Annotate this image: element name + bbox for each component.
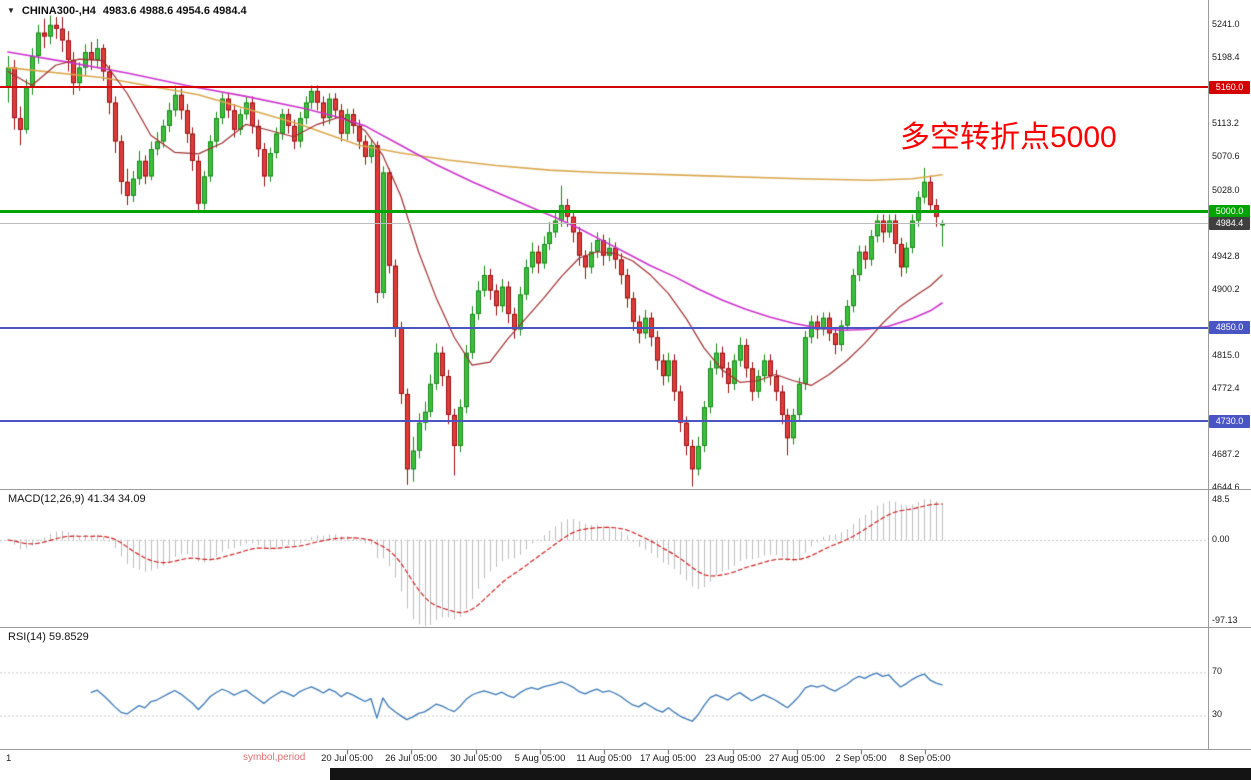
rsi-title: RSI(14) 59.8529 xyxy=(8,631,89,643)
macd-axis-label-min: -97.13 xyxy=(1212,615,1238,625)
symbol-period-label: CHINA300-,H4 xyxy=(21,5,96,17)
time-axis-label: 5 Aug 05:00 xyxy=(514,753,566,764)
time-axis-label: 27 Aug 05:00 xyxy=(769,753,825,764)
level-badge-5000.0: 5000.0 xyxy=(1209,205,1250,218)
chart-title: ▼ CHINA300-,H4 4983.6 4988.6 4954.6 4984… xyxy=(7,5,247,17)
chart-symbol-icon: ▼ xyxy=(7,5,15,15)
level-badge-5160.0: 5160.0 xyxy=(1209,81,1250,94)
level-line-5000.0[interactable] xyxy=(0,210,1208,213)
separator-main-macd[interactable] xyxy=(0,489,1251,490)
annotation-text[interactable]: 多空转折点5000 xyxy=(900,121,1117,154)
time-axis-label: 20 Jul 05:00 xyxy=(321,753,373,764)
price-axis-label: 5070.6 xyxy=(1212,151,1240,161)
macd-title: MACD(12,26,9) 41.34 34.09 xyxy=(8,493,146,505)
price-axis-label: 4900.2 xyxy=(1212,284,1240,294)
price-axis-label: 4644.6 xyxy=(1212,482,1240,492)
level-line-4850.0[interactable] xyxy=(0,327,1208,329)
rsi-axis-label-30: 30 xyxy=(1212,709,1223,719)
separator-macd-rsi[interactable] xyxy=(0,627,1251,628)
level-line-5160.0[interactable] xyxy=(0,86,1208,88)
separator-time-axis xyxy=(0,749,1251,750)
current-price-badge: 4984.4 xyxy=(1209,217,1250,230)
time-axis-label: 17 Aug 05:00 xyxy=(640,753,696,764)
time-axis-label: 2 Sep 05:00 xyxy=(835,753,887,764)
price-axis-label: 5028.0 xyxy=(1212,185,1240,195)
time-axis-label: 8 Sep 05:00 xyxy=(899,753,951,764)
price-axis-label: 5198.4 xyxy=(1212,52,1240,62)
level-badge-4850.0: 4850.0 xyxy=(1209,321,1250,334)
current-price-line xyxy=(0,223,1208,224)
macd-axis-label-max: 48.5 xyxy=(1212,494,1230,504)
rsi-axis-label-70: 70 xyxy=(1212,666,1223,676)
time-axis-left-marker: 1 xyxy=(6,753,12,764)
price-axis-label: 4815.0 xyxy=(1212,350,1240,360)
time-axis-label: 30 Jul 05:00 xyxy=(450,753,502,764)
price-axis-border xyxy=(1208,0,1209,750)
price-axis-label: 4942.8 xyxy=(1212,251,1240,261)
ohlc-values: 4983.6 4988.6 4954.6 4984.4 xyxy=(102,5,247,17)
time-axis-label: 11 Aug 05:00 xyxy=(576,753,632,764)
bottom-strip xyxy=(330,768,1251,780)
level-badge-4730.0: 4730.0 xyxy=(1209,415,1250,428)
symbol-period-watermark: symbol,period xyxy=(243,752,306,763)
price-axis-label: 5113.2 xyxy=(1212,118,1239,128)
price-axis-label: 4772.4 xyxy=(1212,383,1240,393)
macd-axis-label-zero: 0.00 xyxy=(1212,534,1230,544)
time-axis-label: 23 Aug 05:00 xyxy=(705,753,761,764)
price-axis-label: 4687.2 xyxy=(1212,449,1240,459)
price-axis-label: 5241.0 xyxy=(1212,19,1240,29)
level-line-4730.0[interactable] xyxy=(0,420,1208,422)
time-axis-label: 26 Jul 05:00 xyxy=(385,753,437,764)
